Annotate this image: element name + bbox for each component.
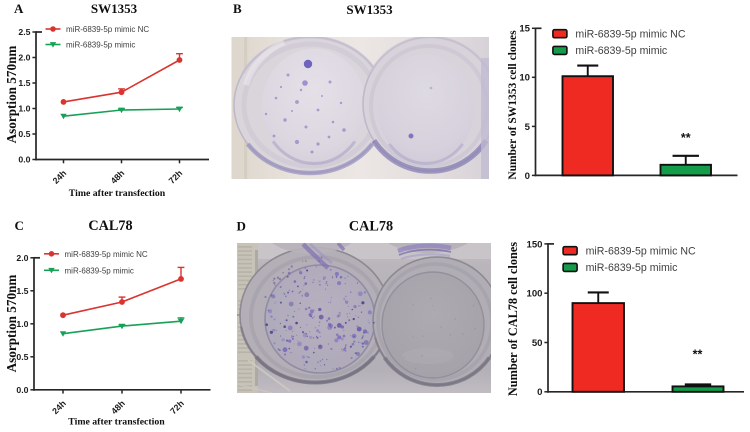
svg-text:0.5: 0.5: [16, 352, 28, 362]
svg-text:miR-6839-5p mimic: miR-6839-5p mimic: [66, 41, 135, 50]
svg-text:SW1353: SW1353: [91, 1, 138, 16]
svg-text:150: 150: [526, 239, 542, 250]
svg-text:miR-6839-5p mimic: miR-6839-5p mimic: [586, 262, 679, 274]
svg-text:1.0: 1.0: [16, 319, 28, 329]
svg-text:0: 0: [537, 387, 542, 398]
svg-text:0.0: 0.0: [16, 385, 28, 395]
svg-text:D: D: [237, 219, 246, 234]
svg-text:miR-6839-5p mimic NC: miR-6839-5p mimic NC: [65, 250, 148, 259]
svg-text:15: 15: [519, 24, 530, 35]
svg-text:1.0: 1.0: [18, 104, 30, 114]
svg-text:**: **: [693, 348, 703, 362]
svg-text:100: 100: [526, 289, 542, 300]
svg-text:C: C: [15, 218, 24, 233]
svg-text:Time after transfection: Time after transfection: [69, 188, 166, 199]
svg-text:Number of CAL78 cell clones: Number of CAL78 cell clones: [506, 242, 520, 396]
svg-text:miR-6839-5p mimic: miR-6839-5p mimic: [65, 266, 134, 275]
svg-text:SW1353: SW1353: [346, 2, 393, 17]
svg-text:miR-6839-5p mimic NC: miR-6839-5p mimic NC: [586, 245, 696, 257]
svg-text:1.5: 1.5: [16, 286, 28, 296]
svg-text:B: B: [233, 1, 242, 16]
svg-text:2.5: 2.5: [18, 27, 30, 37]
svg-text:miR-6839-5p mimic NC: miR-6839-5p mimic NC: [575, 28, 685, 40]
svg-text:0.5: 0.5: [18, 129, 30, 139]
svg-text:A: A: [14, 1, 24, 16]
svg-text:5: 5: [525, 122, 531, 133]
svg-text:miR-6839-5p mimic NC: miR-6839-5p mimic NC: [66, 25, 149, 34]
svg-text:2.0: 2.0: [16, 253, 28, 263]
svg-text:50: 50: [532, 338, 543, 349]
svg-text:Time after transfection: Time after transfection: [68, 417, 165, 428]
svg-text:Asorption 570nm: Asorption 570nm: [4, 275, 19, 373]
svg-text:CAL78: CAL78: [88, 218, 132, 234]
svg-text:1.5: 1.5: [18, 78, 30, 88]
svg-text:Number of SW1353 cell clones: Number of SW1353 cell clones: [507, 30, 519, 180]
svg-text:miR-6839-5p mimic: miR-6839-5p mimic: [575, 45, 668, 57]
svg-text:**: **: [681, 131, 691, 145]
svg-text:0: 0: [525, 171, 530, 182]
svg-text:2.0: 2.0: [18, 53, 30, 63]
svg-text:0.0: 0.0: [18, 155, 30, 165]
svg-text:10: 10: [519, 73, 530, 84]
svg-text:Asorption 570nm: Asorption 570nm: [4, 46, 19, 144]
svg-text:CAL78: CAL78: [349, 219, 393, 235]
